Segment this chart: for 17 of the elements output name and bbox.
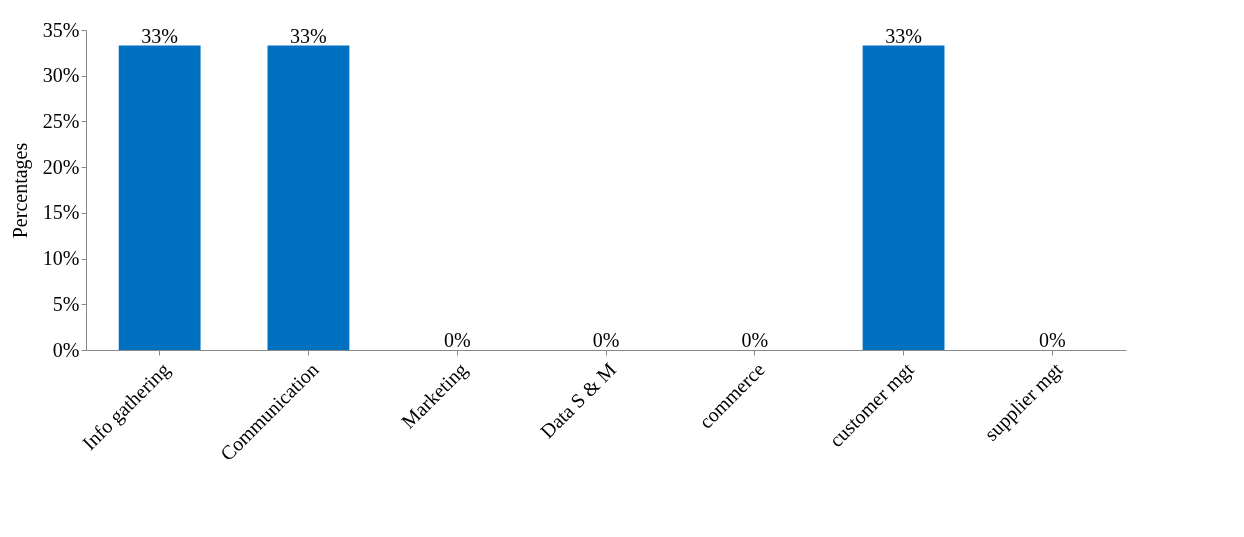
x-tick-label: Data S & M <box>535 357 621 443</box>
y-tick-label: 20% <box>42 155 80 178</box>
y-tick-label: 30% <box>42 64 80 87</box>
data-label: 33% <box>141 24 178 47</box>
data-label: 0% <box>741 329 769 351</box>
y-tick-label: 10% <box>42 247 80 270</box>
data-label: 0% <box>592 329 620 351</box>
data-label: 0% <box>1039 329 1066 351</box>
y-tick-label: 5% <box>52 292 80 315</box>
data-label: 0% <box>443 329 471 351</box>
data-label: 33% <box>290 24 327 47</box>
y-tick-label: 0% <box>52 338 80 361</box>
y-tick-label: 15% <box>42 201 80 224</box>
y-axis-title: Percentages <box>8 142 32 239</box>
data-label: 33% <box>885 24 922 47</box>
y-tick-label: 35% <box>42 18 80 41</box>
y-tick-label: 25% <box>42 109 80 132</box>
